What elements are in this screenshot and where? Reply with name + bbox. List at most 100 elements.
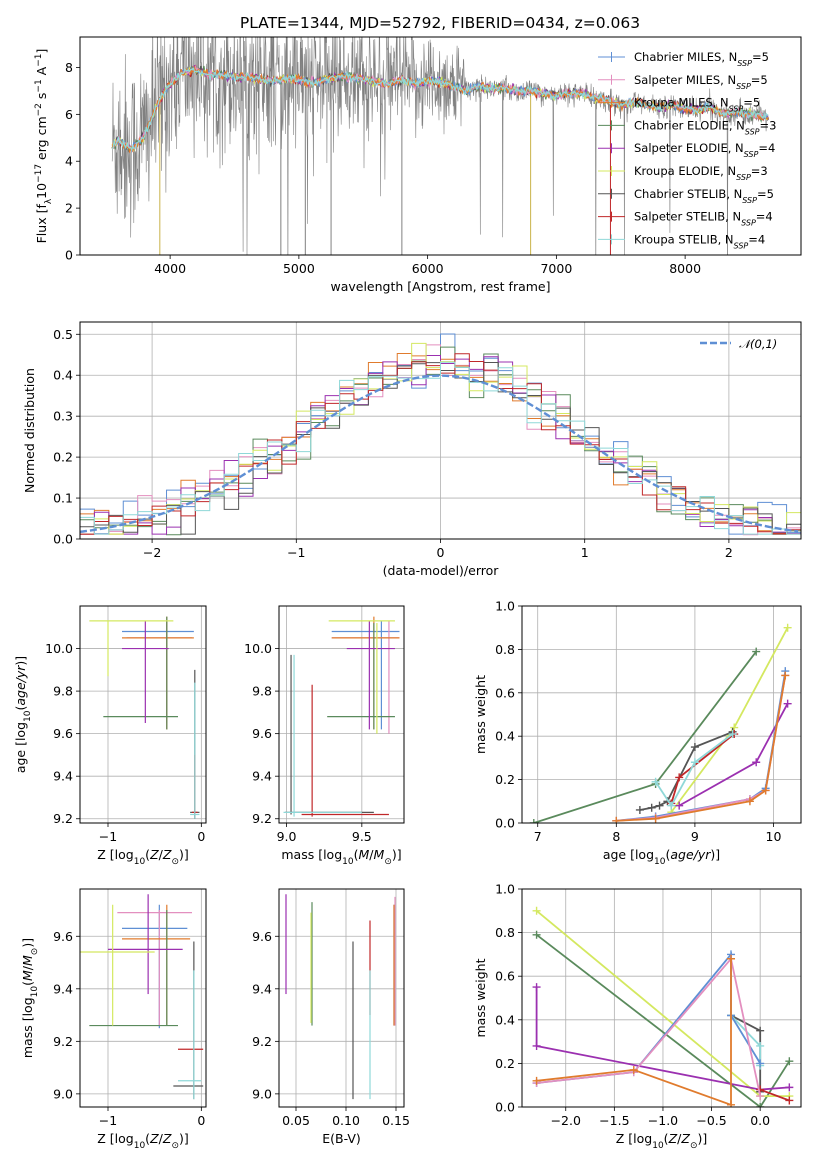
y-tick-label: 9.4 [252,981,272,996]
x-axis-label: age [log10(age/yr)] [603,847,720,867]
marker-salpeter-elodie [532,983,541,992]
x-tick-label: −1 [99,829,117,844]
y-tick-label: 1.0 [495,599,515,614]
y-tick-label: 0.8 [495,925,515,940]
legend-label-kroupa-stelib: Kroupa STELIB, NSSP=4 [634,232,765,250]
axes-age-vs-Z: −1 0 9.2 9.4 9.6 9.8 10.0 Z [log10(Z/Z⊙)] age [l… [13,605,207,867]
errorbar-kroupa-elodie [89,620,174,677]
axes-mass-vs-Z: −1 0 9.0 9.2 9.4 9.6 Z [log10(Z/Z⊙)] mass [log1… [20,888,207,1151]
x-axis-label: Z [log10(Z/Z⊙)] [97,1131,189,1151]
marker-salpeter-stelib [675,773,684,782]
plot-area-massweight-vs-age [529,623,792,823]
y-tick-label: 0.4 [495,1012,515,1027]
x-tick-label: 0.05 [282,1113,310,1128]
y-tick-label: 0.6 [495,969,515,984]
line-salpeter-stelib [759,1088,790,1102]
spectrum-legend: Chabrier MILES, NSSP=5 Salpeter MILES, NS… [598,50,776,250]
y-axis-label: Normed distribution [22,368,37,493]
x-tick-label: 9.5 [352,829,372,844]
marker-chabrier-stelib [756,1026,765,1035]
series-chabrier-elodie [529,647,761,823]
line-chabrier-elodie [536,934,791,1107]
x-tick-label: 9.0 [277,829,297,844]
marker-kroupa-stelib [651,777,660,786]
y-tick-label: 0.0 [495,1100,515,1115]
line-chabrier-miles [616,670,787,822]
axes-age-vs-mass: 9.0 9.5 9.2 9.4 9.6 9.8 10.0 mass [log10(M/M⊙)] [244,605,405,867]
y-tick-label: 0.4 [53,368,73,383]
y-tick-label: 9.4 [53,769,73,784]
y-tick-label: 1.0 [495,882,515,897]
plot-area-massweight-vs-Z [532,906,794,1107]
errorbar-salpeter-miles [126,620,192,730]
y-tick-label: 9.6 [252,929,272,944]
marker-kroupa-miles [612,816,621,823]
axes-massweight-vs-age: 7 8 9 10 0.0 0.2 0.4 0.6 0.8 1.0 age [log10(age/yr… [473,599,802,867]
errorbar-chabrier-miles [122,620,194,724]
x-tick-label: 9 [691,829,699,844]
series-kroupa-miles [612,671,790,823]
marker-chabrier-miles [756,1059,765,1068]
x-axis-label: E(B-V) [322,1131,361,1146]
errorbar-kroupa-miles [122,904,191,1026]
x-tick-label: 0.10 [332,1113,360,1128]
marker-salpeter-elodie [785,1083,794,1092]
marker-salpeter-elodie [675,801,684,810]
y-tick-label: 0.0 [53,532,73,547]
x-tick-label: 8 [612,829,620,844]
marker-chabrier-elodie [529,819,538,823]
marker-salpeter-elodie [783,699,792,708]
marker-kroupa-miles [727,954,736,963]
x-tick-label: −0.5 [696,1113,726,1128]
series-chabrier-elodie [532,930,794,1107]
errorbar-salpeter-elodie [108,894,183,995]
x-tick-label: −1.0 [648,1113,678,1128]
x-tick-label: −1 [287,545,305,560]
series-kroupa-elodie [667,623,792,817]
y-tick-label: 9.2 [53,1034,73,1049]
series-chabrier-miles [612,667,790,823]
axes-mass-vs-EBV: 0.05 0.10 0.15 9.0 9.2 9.4 9.6 E(B-V) [252,888,410,1146]
marker-salpeter-elodie [752,758,761,767]
marker-kroupa-miles [727,1100,736,1107]
errorbar-chabrier-miles [331,620,400,730]
y-tick-label: 9.0 [252,1086,272,1101]
y-tick-label: 0.3 [53,409,73,424]
y-tick-label: 0.5 [53,327,73,342]
y-axis-label: Flux [fλ10−17 erg cm−2 s−1 A−1] [34,49,54,244]
x-tick-label: 2 [725,545,733,560]
legend-label-salpeter-stelib: Salpeter STELIB, NSSP=4 [634,210,773,228]
series-chabrier-miles [532,950,765,1088]
y-tick-label: 9.6 [53,929,73,944]
x-axis-label: mass [log10(M/M⊙)] [281,847,401,867]
x-tick-label: 1 [581,545,589,560]
y-tick-label: 2 [65,201,73,216]
marker-kroupa-miles [651,814,660,823]
plot-area-spectrum [111,37,770,255]
x-tick-label: 8000 [669,261,701,276]
y-tick-label: 9.6 [53,726,73,741]
x-tick-label: −2 [143,545,161,560]
y-axis-label: mass weight [473,675,488,754]
errorbar-chabrier-elodie [327,623,395,730]
line-kroupa-stelib [654,733,734,808]
x-axis-label: (data-model)/error [383,563,500,578]
axes-spectrum: 4000 5000 6000 7000 8000 0 2 4 6 8 wavelength [Ang… [34,36,802,294]
y-tick-label: 0.2 [495,1056,515,1071]
y-axis-label: mass [log10(M/M⊙)] [20,938,40,1058]
line-salpeter-miles [536,956,762,1097]
errorbar-chabrier-miles [122,904,188,1029]
line-chabrier-elodie [533,651,757,823]
x-tick-label: 6000 [412,261,444,276]
x-tick-label: 5000 [283,261,315,276]
residuals-legend: 𝒩(0,1) [700,337,777,351]
marker-salpeter-elodie [532,1041,541,1050]
marker-kroupa-miles [629,1065,638,1074]
x-axis-label: Z [log10(Z/Z⊙)] [97,847,189,867]
x-tick-label: 10 [766,829,782,844]
axes-frame [521,888,802,1108]
x-tick-label: 7 [534,829,542,844]
legend-label-kroupa-elodie: Kroupa ELODIE, NSSP=3 [634,164,768,182]
